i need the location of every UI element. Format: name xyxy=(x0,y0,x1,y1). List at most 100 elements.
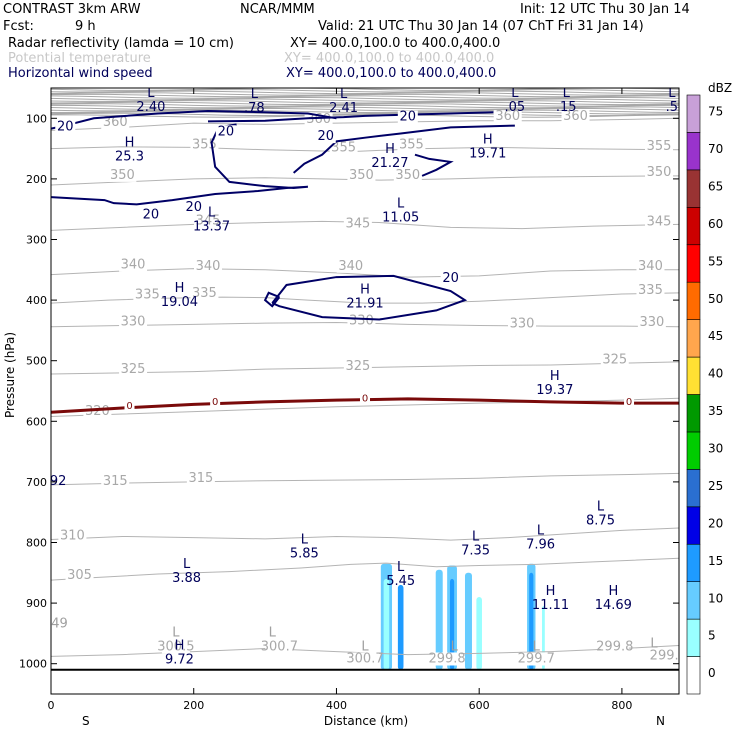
colorbar-segment xyxy=(686,244,701,283)
theta-dense-contour xyxy=(51,106,679,110)
x-tick-label: 800 xyxy=(611,699,632,712)
wind-contour-20 xyxy=(263,291,281,308)
wind-extremum-value: 14.69 xyxy=(595,598,632,613)
wind-extremum-value: 9.72 xyxy=(165,653,194,668)
theta-label-bg xyxy=(343,359,372,373)
theta-label: 315 xyxy=(103,474,128,489)
theta-label-bg xyxy=(636,284,665,298)
theta-label-bg xyxy=(190,287,219,301)
theta-label-bg xyxy=(101,116,130,130)
theta-label: 325 xyxy=(121,362,146,377)
theta-label: 335 xyxy=(192,286,217,301)
wind-label: 20 xyxy=(143,207,160,222)
theta-label: 315 xyxy=(188,471,213,486)
theta-label: 350 xyxy=(110,168,135,183)
theta-label: 305 xyxy=(67,568,92,583)
colorbar-level-label: 55 xyxy=(708,254,723,268)
reflectivity-cell xyxy=(435,569,443,670)
zero-isotherm-line xyxy=(51,397,679,414)
y-tick-label: 200 xyxy=(26,173,47,186)
zero-isotherm-label-bg xyxy=(360,392,370,403)
wind-extremum-type: H xyxy=(483,133,493,148)
colorbar-level-label: 5 xyxy=(708,629,716,643)
theta-label-bg xyxy=(194,259,222,273)
theta-label-bg xyxy=(600,353,629,367)
colorbar-level-label: 70 xyxy=(708,142,723,156)
wind-label-bg xyxy=(315,130,336,144)
wind-extremum-type: L xyxy=(340,87,348,102)
theta-label: 360 xyxy=(495,109,520,124)
colorbar-level-label: 20 xyxy=(708,516,723,530)
x-end-label-south: S xyxy=(82,714,90,728)
theta-label-bg xyxy=(397,138,426,152)
colorbar-segment xyxy=(686,543,701,582)
theta-label-bg xyxy=(265,640,294,654)
colorbar-segment xyxy=(686,394,701,433)
colorbar-segment xyxy=(686,356,701,395)
theta-label-bg xyxy=(493,110,522,124)
wind-extremum-value: 5.45 xyxy=(386,574,415,589)
zero-isotherm-label-bg xyxy=(624,396,635,407)
theta-label-bg xyxy=(645,139,674,153)
field-wind-name: Horizontal wind speed xyxy=(8,66,153,81)
colorbar-level-label: 30 xyxy=(708,442,723,456)
theta-label-bg xyxy=(336,259,365,273)
colorbar-level-label: 60 xyxy=(708,217,723,231)
fcst-value: 9 h xyxy=(75,19,96,34)
wind-label: 20 xyxy=(442,271,459,286)
theta-label-bg xyxy=(65,568,94,582)
theta-label-bg xyxy=(347,168,376,182)
theta-contour-310 xyxy=(51,527,679,541)
theta-label: 299.7 xyxy=(518,651,555,666)
field-theta-name: Potential temperature xyxy=(8,51,151,66)
x-tick-label: 600 xyxy=(469,699,490,712)
theta-label: 300.5 xyxy=(157,639,194,654)
y-tick-label: 400 xyxy=(26,294,47,307)
fcst-label: Fcst: xyxy=(3,19,34,34)
theta-label: 310 xyxy=(60,528,85,543)
wind-label-bg xyxy=(440,271,461,285)
theta-label-bg xyxy=(194,214,222,228)
theta-extremum: L xyxy=(269,625,277,640)
theta-label: 350 xyxy=(395,168,420,183)
theta-label: 299.4 xyxy=(650,648,687,663)
wind-extremum-type: H xyxy=(175,281,185,296)
theta-label: 360 xyxy=(563,109,588,124)
wind-extremum-value: 7.96 xyxy=(526,538,555,553)
wind-extremum-type: L xyxy=(183,557,191,572)
y-tick-label: 500 xyxy=(26,355,47,368)
theta-contour-325 xyxy=(51,361,679,375)
theta-extremum: 49 xyxy=(51,616,68,631)
colorbar-level-label: 0 xyxy=(708,666,716,680)
theta-dense-contour xyxy=(51,100,679,104)
theta-label-bg xyxy=(119,315,148,329)
wind-extremum-value: 2.41 xyxy=(329,101,358,116)
y-tick-label: 1000 xyxy=(19,658,47,671)
wind-label-bg xyxy=(215,125,236,139)
colorbar-level-label: 45 xyxy=(708,329,723,343)
theta-extremum: L xyxy=(451,639,459,654)
colorbar-segment xyxy=(686,506,701,545)
wind-extremum-value: 13.37 xyxy=(193,219,230,234)
model-title: CONTRAST 3km ARW xyxy=(3,2,141,17)
colorbar-segment xyxy=(686,618,701,657)
zero-isotherm-label: 0 xyxy=(362,393,368,404)
theta-label: 300.7 xyxy=(261,639,298,654)
wind-extremum-value: .5 xyxy=(666,100,678,115)
theta-label-bg xyxy=(600,640,629,654)
theta-label-bg xyxy=(119,258,148,272)
colorbar-segment xyxy=(686,94,701,133)
theta-label: 299.8 xyxy=(428,651,465,666)
field-theta-xy: XY= 400.0,100.0 to 400.0,400.0 xyxy=(284,51,494,66)
theta-label-bg xyxy=(343,217,372,231)
reflectivity-cell xyxy=(397,584,404,670)
theta-label-bg xyxy=(645,215,674,229)
theta-label-bg xyxy=(101,474,130,488)
wind-extremum-type: L xyxy=(208,205,216,220)
theta-label: 355 xyxy=(331,141,356,156)
wind-extremum-value: 11.05 xyxy=(382,210,419,225)
colorbar-level-label: 50 xyxy=(708,292,723,306)
wind-contour-20 xyxy=(414,153,454,177)
